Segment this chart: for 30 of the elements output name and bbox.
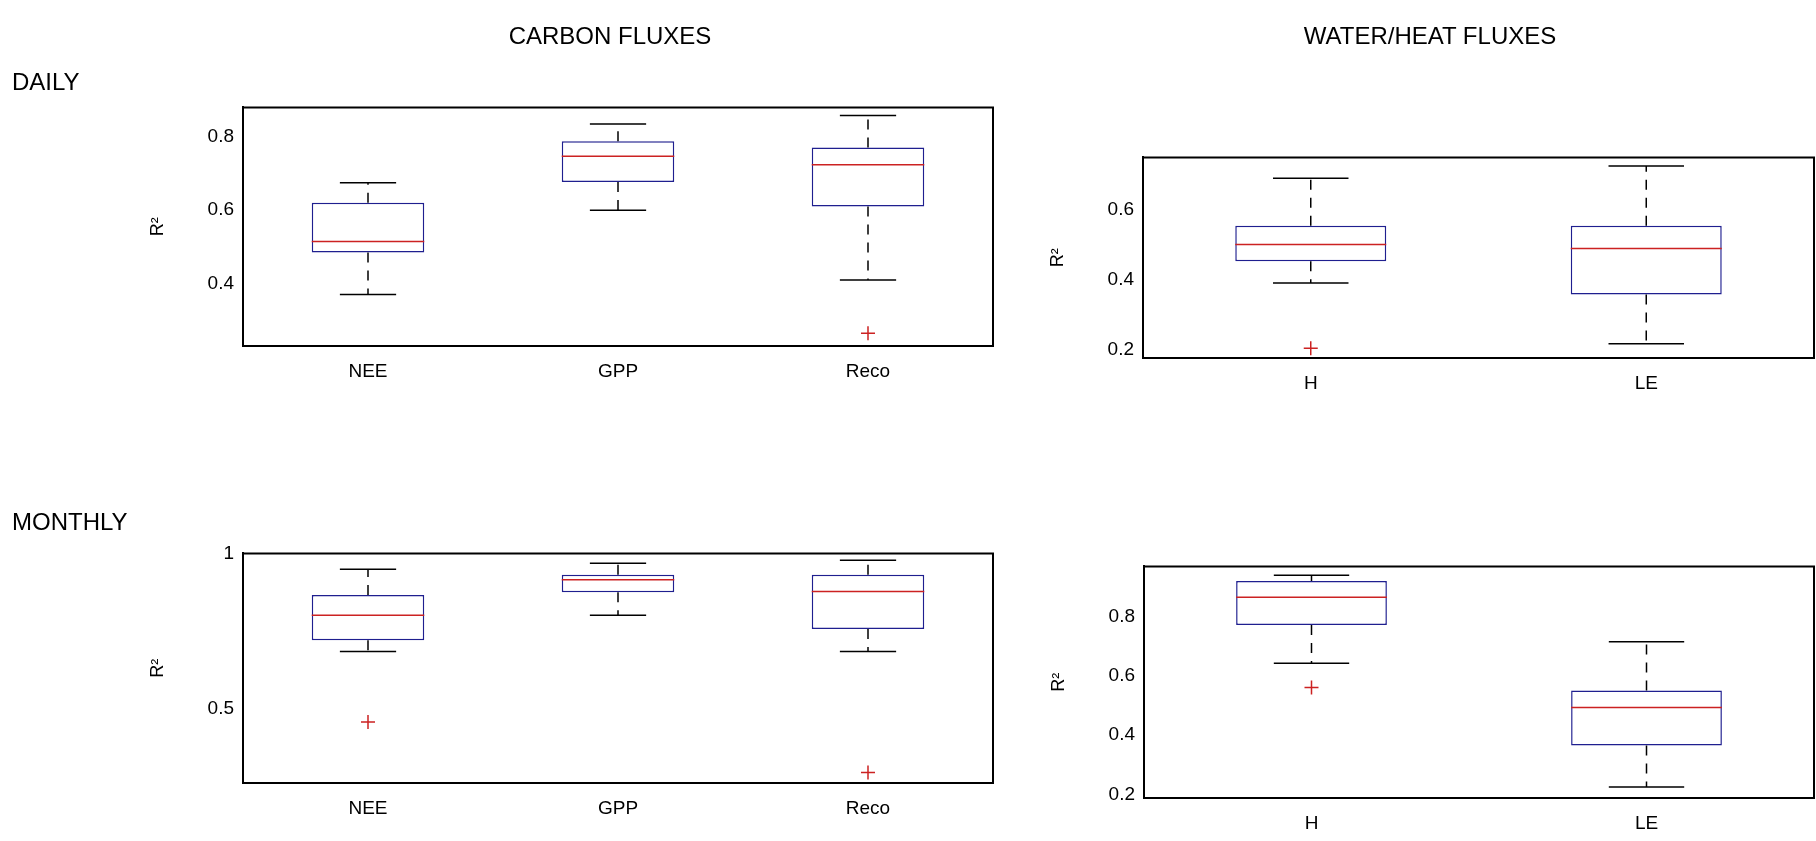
x-tick-label: H: [1304, 811, 1319, 833]
y-axis-title: R²: [146, 658, 167, 678]
text: DAILY: [12, 68, 80, 96]
x-tick-label: NEE: [348, 359, 388, 381]
y-tick-label: 0.2: [1108, 782, 1135, 804]
y-tick-label: 0.6: [1107, 197, 1134, 219]
chart-title: WATER/HEAT FLUXES: [1302, 22, 1558, 50]
y-tick-label: 0.4: [207, 271, 235, 293]
x-tick-label: Reco: [845, 796, 891, 818]
chart-title: CARBON FLUXES: [507, 22, 713, 50]
y-axis-title: R²: [146, 217, 167, 237]
y-tick-label: 0.2: [1107, 337, 1134, 359]
x-tick-label: LE: [1634, 371, 1658, 393]
y-tick-label: 1: [223, 541, 234, 563]
y-tick-label: 0.8: [207, 125, 234, 146]
y-axis-title: R²: [1047, 672, 1068, 692]
x-tick-label: H: [1303, 371, 1318, 393]
y-axis-title: R²: [1046, 248, 1067, 268]
x-tick-label: LE: [1634, 811, 1659, 833]
x-tick-label: GPP: [597, 796, 639, 818]
x-tick-label: NEE: [348, 796, 388, 818]
y-tick-label: 0.6: [1108, 663, 1135, 685]
x-tick-label: Reco: [845, 359, 891, 381]
y-tick-label: 0.8: [1108, 604, 1135, 626]
x-tick-label: GPP: [597, 359, 639, 381]
y-tick-label: 0.4: [1107, 267, 1135, 289]
y-tick-label: 0.6: [207, 198, 234, 220]
y-tick-label: 0.4: [1108, 723, 1136, 745]
text: MONTHLY: [12, 508, 128, 536]
y-tick-label: 0.5: [207, 696, 234, 718]
